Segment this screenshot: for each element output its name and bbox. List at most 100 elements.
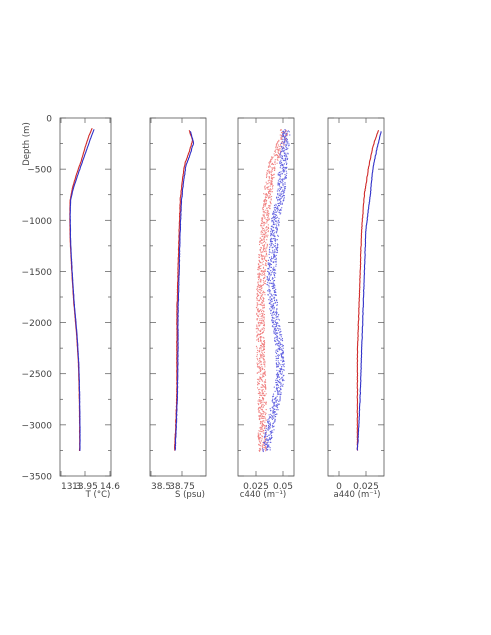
data-point <box>265 442 267 444</box>
data-point <box>263 318 265 320</box>
data-point <box>260 367 262 369</box>
data-point <box>257 323 260 325</box>
data-point <box>284 183 286 185</box>
data-point <box>280 154 282 156</box>
data-point <box>274 258 276 261</box>
data-point <box>275 401 277 403</box>
data-point <box>284 138 286 140</box>
data-point <box>264 186 266 188</box>
data-point <box>263 440 265 442</box>
data-point <box>266 259 268 262</box>
data-point <box>279 344 281 346</box>
x-tick-label: 13.95 <box>72 482 98 492</box>
data-point <box>259 358 261 360</box>
data-point <box>285 146 287 148</box>
data-point <box>273 153 275 155</box>
data-point <box>262 349 264 352</box>
data-point <box>269 308 271 310</box>
data-point <box>268 271 270 273</box>
data-point <box>275 148 277 150</box>
data-point <box>276 251 278 254</box>
data-point <box>264 412 266 414</box>
data-point <box>269 276 271 278</box>
data-point <box>270 266 273 268</box>
data-point <box>262 436 264 438</box>
data-point <box>259 433 261 435</box>
data-point <box>265 234 267 236</box>
data-point <box>277 208 279 211</box>
data-point <box>269 188 271 190</box>
data-point <box>276 357 278 360</box>
data-point <box>262 450 264 452</box>
data-point <box>270 241 272 243</box>
data-point <box>272 304 275 307</box>
data-point <box>265 251 267 253</box>
data-point <box>265 429 267 431</box>
data-point <box>274 210 276 212</box>
data-point <box>261 438 263 440</box>
data-point <box>278 184 280 186</box>
data-point <box>262 256 264 258</box>
data-point <box>264 212 266 214</box>
data-point <box>278 221 280 223</box>
data-point <box>275 265 277 267</box>
data-point <box>267 446 269 448</box>
data-point <box>263 311 265 313</box>
data-point <box>280 171 282 173</box>
data-point <box>260 400 262 402</box>
data-point <box>276 190 278 192</box>
data-point <box>280 378 282 380</box>
data-point <box>278 153 280 155</box>
data-point <box>274 249 276 251</box>
data-point <box>259 392 261 394</box>
data-point <box>260 395 263 397</box>
data-point <box>275 288 277 291</box>
data-point <box>275 321 277 324</box>
data-point <box>277 393 279 395</box>
data-point <box>268 264 270 266</box>
data-point <box>263 245 265 247</box>
data-point <box>274 419 276 422</box>
data-point <box>280 336 282 338</box>
data-point <box>273 417 275 419</box>
data-point <box>269 447 271 449</box>
data-point <box>273 403 275 405</box>
data-point <box>280 369 282 371</box>
data-point <box>275 400 277 402</box>
data-point <box>277 173 279 175</box>
data-point <box>261 355 263 357</box>
data-point <box>263 371 265 374</box>
data-point <box>260 431 262 433</box>
data-point <box>271 308 274 310</box>
data-point <box>258 415 260 417</box>
data-point <box>269 423 271 426</box>
data-point <box>281 167 283 169</box>
data-point <box>260 251 262 254</box>
data-point <box>263 240 266 243</box>
data-point <box>272 261 274 264</box>
data-point <box>263 203 265 205</box>
data-point <box>268 273 270 275</box>
data-point <box>276 404 278 407</box>
data-point <box>280 392 282 394</box>
data-point <box>276 409 278 411</box>
data-point <box>272 249 274 251</box>
data-point <box>269 425 271 427</box>
data-point <box>279 332 281 334</box>
data-point <box>267 268 269 270</box>
data-point <box>265 219 267 221</box>
data-point <box>263 373 265 375</box>
data-point <box>260 323 262 325</box>
data-point <box>271 168 273 171</box>
data-point <box>258 333 260 335</box>
data-point <box>279 209 281 211</box>
data-point <box>258 292 261 294</box>
data-point <box>274 294 276 296</box>
data-point <box>259 248 262 250</box>
data-point <box>265 403 267 405</box>
data-point <box>269 208 271 210</box>
data-point <box>285 163 288 166</box>
data-point <box>279 391 281 393</box>
data-point <box>275 220 277 222</box>
data-point <box>278 373 280 376</box>
